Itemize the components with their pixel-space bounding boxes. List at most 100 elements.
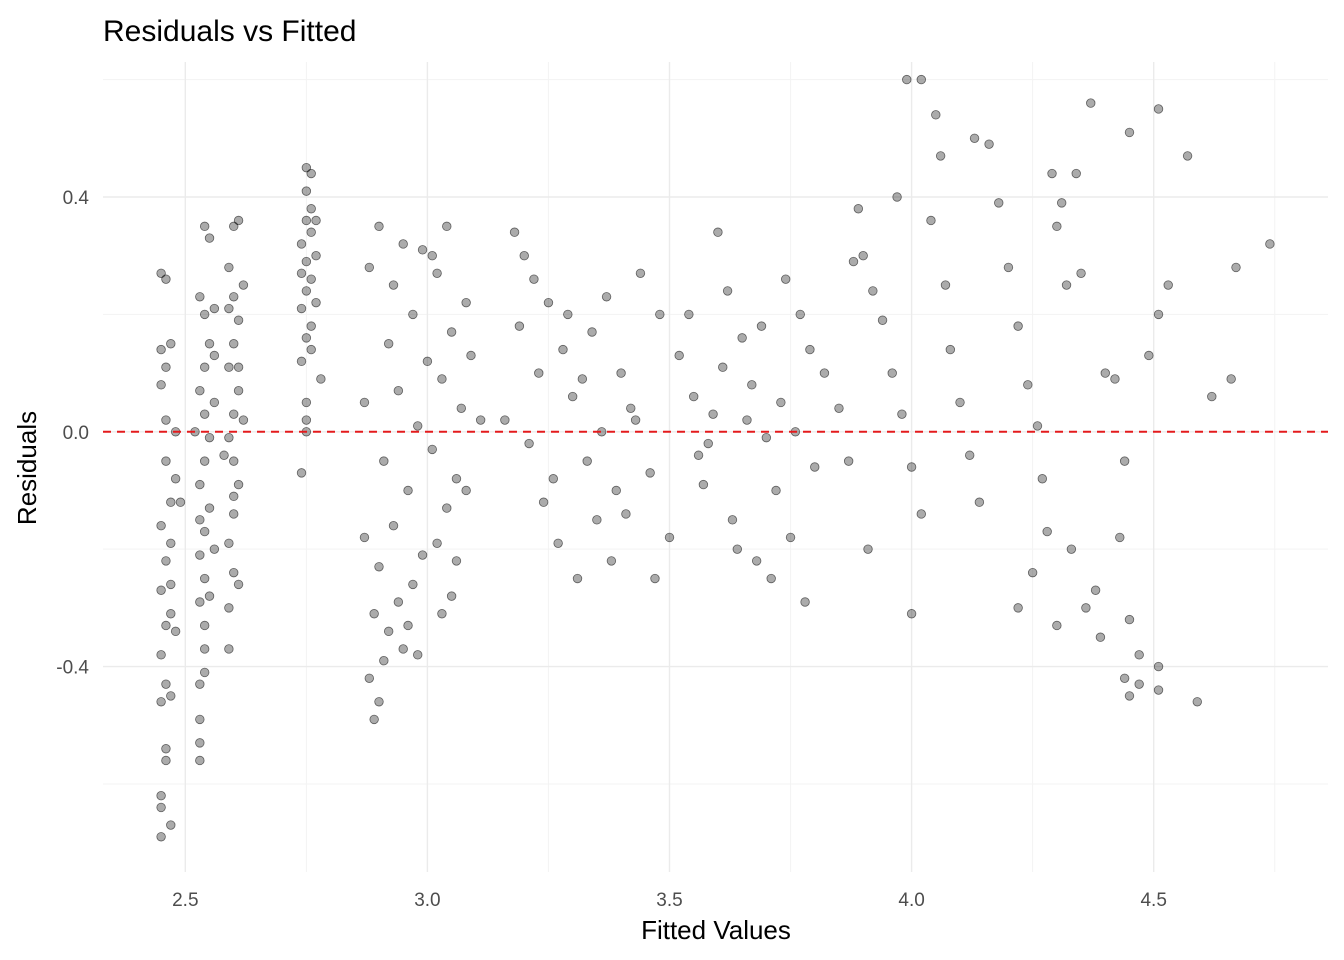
data-point [1023, 380, 1033, 390]
data-point [558, 344, 568, 355]
data-point [306, 168, 316, 179]
data-point [466, 350, 476, 361]
data-point [567, 391, 578, 402]
data-point [795, 309, 805, 320]
data-point [296, 268, 307, 279]
data-point [306, 274, 316, 284]
data-point [1086, 98, 1096, 108]
data-point [156, 380, 166, 390]
data-point [776, 397, 786, 408]
data-point [1110, 374, 1120, 384]
data-point [718, 362, 728, 372]
data-point [461, 485, 471, 496]
data-point [199, 309, 210, 320]
data-point [219, 450, 229, 460]
data-point [621, 509, 631, 519]
data-point [156, 802, 166, 813]
data-point [224, 262, 234, 273]
data-point [296, 303, 307, 314]
data-point [1061, 280, 1072, 290]
data-point [156, 790, 166, 801]
data-point [1119, 456, 1130, 466]
data-point [1100, 368, 1110, 378]
data-point [199, 644, 210, 654]
data-point [1076, 268, 1086, 279]
data-point [166, 579, 176, 590]
data-point [301, 256, 312, 267]
data-point [204, 233, 215, 243]
data-point [199, 362, 210, 372]
data-point [199, 221, 210, 232]
data-point [195, 292, 205, 302]
data-point [316, 374, 326, 384]
data-point [311, 250, 321, 261]
data-point [756, 321, 767, 331]
data-point [204, 591, 215, 601]
data-point [224, 362, 234, 372]
data-point [964, 450, 975, 460]
data-point [834, 403, 844, 414]
data-point [1056, 198, 1067, 208]
x-tick-label: 2.5 [172, 890, 198, 911]
data-point [906, 609, 917, 619]
data-point [751, 556, 762, 566]
data-point [374, 562, 384, 572]
data-point [616, 368, 626, 378]
data-point [1047, 168, 1057, 179]
data-point [543, 297, 554, 308]
data-point [587, 327, 597, 337]
data-point [722, 286, 733, 296]
data-point [737, 333, 747, 343]
data-point [374, 697, 384, 707]
data-point [166, 691, 176, 701]
data-point [563, 309, 573, 320]
data-point [209, 544, 220, 554]
data-point [301, 397, 312, 408]
data-point [383, 339, 394, 349]
data-point [166, 538, 176, 549]
data-point [156, 268, 166, 279]
scatter-points [156, 74, 1275, 842]
data-point [166, 609, 176, 619]
data-point [703, 438, 713, 449]
data-point [1052, 221, 1062, 232]
data-point [519, 250, 529, 261]
data-point [311, 297, 321, 308]
data-point [456, 403, 467, 414]
data-point [1003, 262, 1014, 273]
data-point [810, 462, 820, 472]
x-tick-label: 3.0 [414, 890, 440, 911]
data-point [916, 74, 926, 85]
data-point [887, 368, 897, 378]
data-point [601, 292, 612, 302]
data-point [1071, 168, 1081, 179]
data-point [664, 532, 675, 543]
data-point [514, 321, 525, 331]
data-point [1207, 391, 1217, 402]
x-axis-title: Fitted Values [641, 915, 791, 945]
data-point [209, 397, 220, 408]
data-point [693, 450, 704, 460]
data-point [650, 573, 660, 584]
data-point [713, 227, 723, 237]
data-point [359, 532, 370, 543]
data-point [427, 250, 437, 261]
data-point [229, 456, 239, 466]
data-point [442, 503, 452, 513]
data-point [1124, 614, 1135, 625]
data-point [161, 456, 171, 466]
data-point [524, 438, 534, 449]
data-point [364, 262, 375, 273]
data-point [393, 385, 404, 396]
data-point [229, 509, 239, 519]
data-point [161, 679, 171, 689]
data-point [1090, 585, 1101, 595]
data-point [1163, 280, 1173, 290]
data-point [843, 456, 854, 466]
x-tick-label: 4.0 [898, 890, 924, 911]
data-point [195, 738, 205, 748]
data-point [229, 567, 239, 578]
data-point [626, 403, 636, 414]
data-point [204, 432, 215, 443]
